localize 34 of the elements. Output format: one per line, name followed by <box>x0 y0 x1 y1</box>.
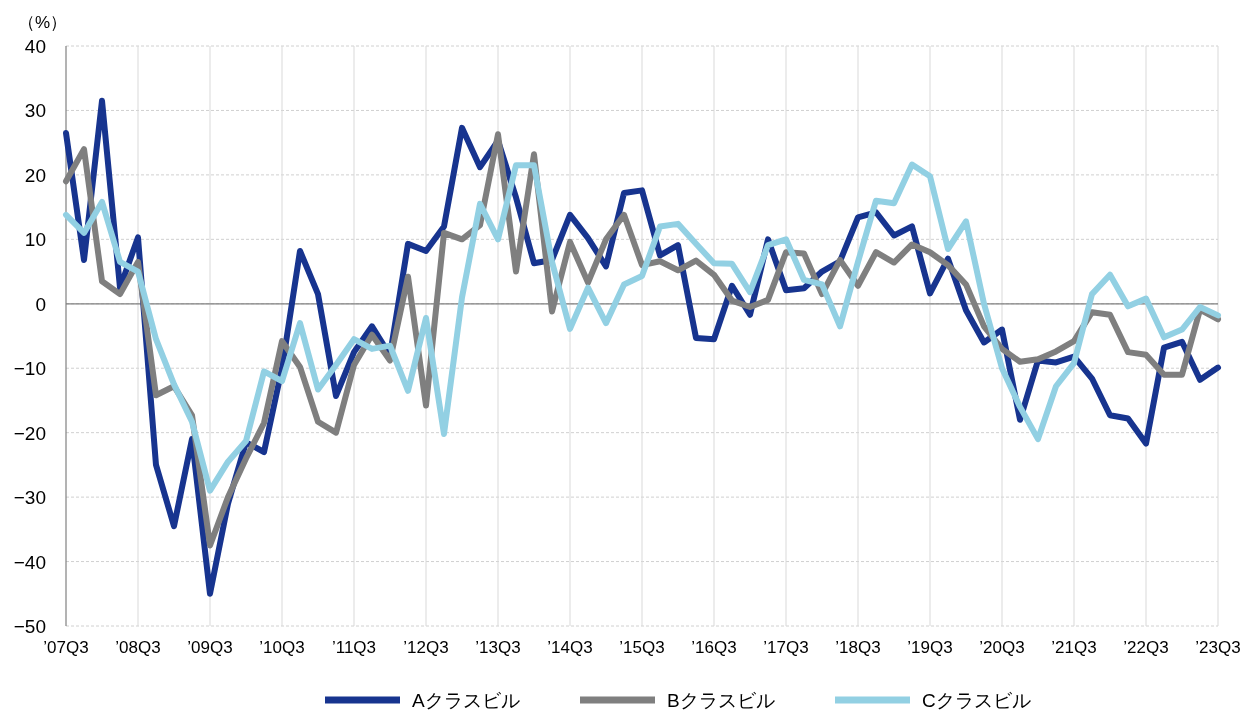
y-tick-label: −30 <box>13 487 46 509</box>
y-tick-label: −40 <box>13 551 46 573</box>
y-tick-label: 40 <box>24 36 46 57</box>
y-tick-label: −50 <box>13 616 46 637</box>
x-tick-label: ’17Q3 <box>763 638 809 657</box>
legend-item: Bクラスビル <box>580 690 775 711</box>
x-tick-label: ’18Q3 <box>835 638 881 657</box>
y-tick-label: 20 <box>24 164 46 186</box>
x-tick-label: ’19Q3 <box>907 638 953 657</box>
x-tick-label: ’09Q3 <box>187 638 233 657</box>
y-tick-label: −10 <box>13 358 46 380</box>
x-tick-label: ’21Q3 <box>1051 638 1097 657</box>
y-tick-label: 30 <box>24 100 46 122</box>
y-axis-title: （%） <box>18 13 68 32</box>
x-tick-label: ’10Q3 <box>259 638 305 657</box>
legend-label: Cクラスビル <box>922 690 1031 711</box>
x-tick-label: ’15Q3 <box>619 638 665 657</box>
y-tick-label: −20 <box>13 422 46 444</box>
x-tick-label: ’12Q3 <box>403 638 449 657</box>
x-tick-label: ’07Q3 <box>43 638 89 657</box>
x-tick-label: ’22Q3 <box>1123 638 1169 657</box>
legend-label: Aクラスビル <box>412 690 520 711</box>
legend-label: Bクラスビル <box>667 690 775 711</box>
x-tick-label: ’20Q3 <box>979 638 1025 657</box>
y-tick-label: 10 <box>24 229 46 251</box>
y-tick-label: 0 <box>35 293 46 315</box>
x-tick-label: ’14Q3 <box>547 638 593 657</box>
legend-item: Cクラスビル <box>835 690 1031 711</box>
legend-item: Aクラスビル <box>325 690 520 711</box>
x-tick-label: ’13Q3 <box>475 638 521 657</box>
x-tick-label: ’08Q3 <box>115 638 161 657</box>
x-tick-label: ’11Q3 <box>331 638 377 657</box>
x-tick-label: ’16Q3 <box>691 638 737 657</box>
x-tick-label: ’23Q3 <box>1195 638 1241 657</box>
